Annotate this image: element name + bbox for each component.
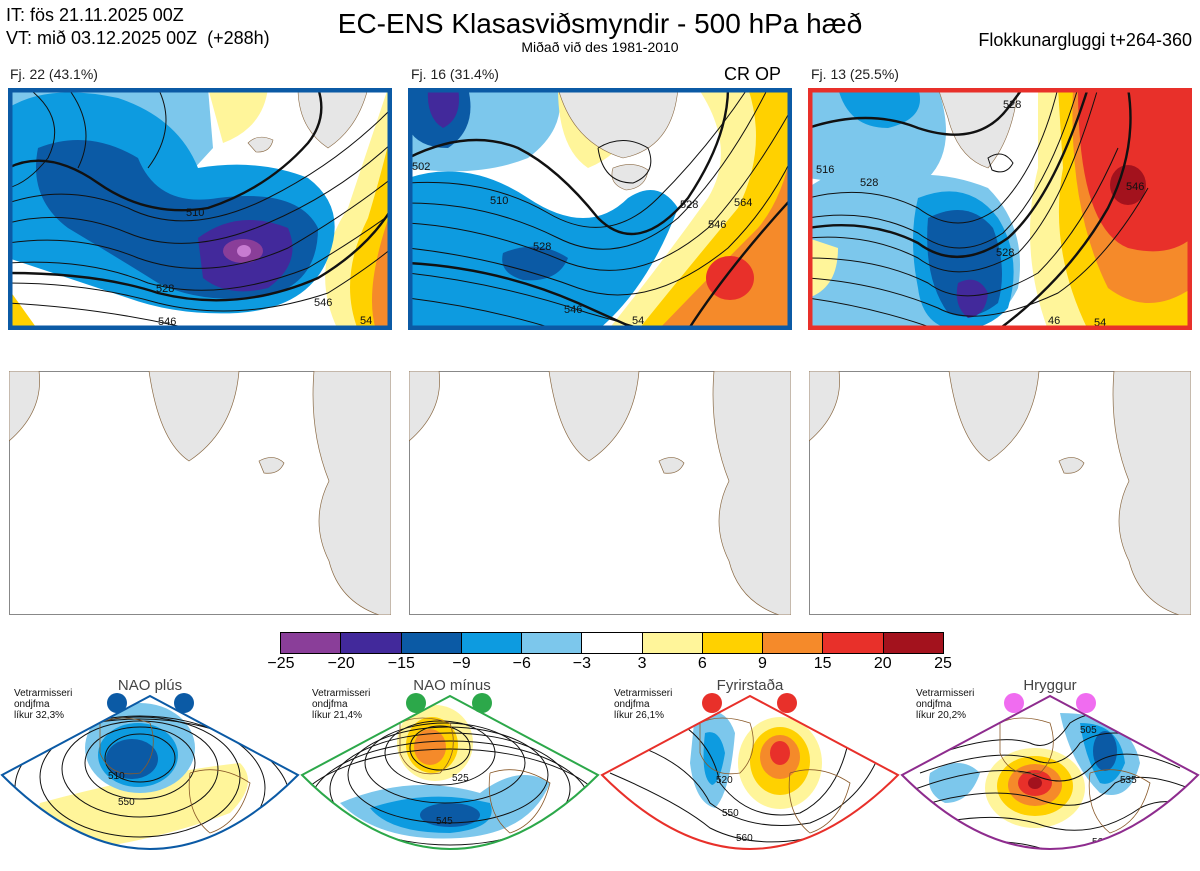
panel-3-label: Fj. 13 (25.5%) — [811, 66, 899, 82]
regime-1-dot-left — [107, 693, 127, 713]
colorbar-tick-label: 6 — [697, 655, 707, 672]
regime-3-frame — [600, 694, 900, 850]
cluster-map-2: 502 510 528 546 528 546 564 54 — [408, 88, 792, 330]
regime-3-stats: Vetrarmisseri ondjfma líkur 26,1% — [614, 688, 673, 721]
init-time: IT: fös 21.11.2025 00Z — [6, 5, 184, 25]
colorbar-swatch — [521, 633, 582, 653]
regime-3-title: Fyrirstaða — [716, 677, 784, 694]
regime-4-frame — [900, 694, 1200, 850]
colorbar-swatch — [460, 633, 522, 653]
regime-1-title: NAO plús — [117, 677, 183, 694]
base-map-3 — [809, 371, 1191, 615]
regime-4-label-a: 505 — [1080, 725, 1097, 736]
svg-text:54: 54 — [632, 315, 644, 327]
svg-text:528: 528 — [533, 241, 551, 253]
svg-text:546: 546 — [564, 304, 582, 316]
regime-4-dot-right — [1076, 693, 1096, 713]
regime-map-ridge: 505 535 560 — [900, 693, 1200, 850]
colorbar-swatch — [581, 633, 642, 653]
regime-2-dot-left — [406, 693, 426, 713]
header-info: IT: fös 21.11.2025 00Z VT: mið 03.12.2025… — [6, 4, 270, 50]
svg-text:54: 54 — [360, 315, 372, 327]
colorbar-tick-label: −6 — [512, 655, 531, 672]
regime-1-label-a: 510 — [108, 771, 125, 782]
classification-window: Flokkunargluggi t+264-360 — [978, 30, 1192, 50]
regime-3-dot-left — [702, 693, 722, 713]
svg-text:546: 546 — [708, 219, 726, 231]
regime-3-label-a: 520 — [716, 775, 733, 786]
regime-2-label-b: 545 — [436, 816, 453, 827]
regime-2-label-a: 525 — [452, 773, 469, 784]
regime-4-dot-left — [1004, 693, 1024, 713]
colorbar-tick-label: 3 — [637, 655, 647, 672]
svg-text:510: 510 — [186, 207, 204, 219]
svg-text:546: 546 — [1126, 181, 1144, 193]
panel-2-label: Fj. 16 (31.4%) — [411, 66, 499, 82]
svg-text:546: 546 — [314, 297, 332, 309]
colorbar-tick-label: 25 — [934, 655, 952, 672]
colorbar-tick-label: −9 — [452, 655, 471, 672]
svg-text:502: 502 — [412, 161, 430, 173]
panel-3-frame — [808, 88, 1192, 330]
regime-4-title: Hryggur — [1023, 677, 1077, 694]
valid-time: VT: mið 03.12.2025 00Z (+288h) — [6, 28, 270, 48]
colorbar-swatch — [822, 633, 883, 653]
base-map-1 — [9, 371, 391, 615]
regime-2-label-c: 565 — [446, 851, 463, 862]
regime-3-label-c: 560 — [736, 833, 753, 844]
page-subtitle: Miðað við des 1981-2010 — [521, 39, 679, 55]
regime-2-frame — [300, 694, 600, 850]
svg-text:528: 528 — [996, 247, 1014, 259]
panel-2-extra-label: CR OP — [724, 64, 782, 84]
colorbar-swatch — [641, 633, 702, 653]
colorbar — [280, 632, 944, 654]
panel-2-frame — [408, 88, 792, 330]
regime-map-nao-plus: 510 550 — [0, 693, 300, 850]
colorbar-swatch — [762, 633, 823, 653]
svg-text:528: 528 — [860, 177, 878, 189]
svg-text:46: 46 — [1048, 315, 1060, 327]
regime-2-dot-right — [472, 693, 492, 713]
svg-text:564: 564 — [734, 197, 752, 209]
regime-1-dot-right — [174, 693, 194, 713]
colorbar-tick-label: 15 — [813, 655, 832, 672]
svg-text:546: 546 — [158, 316, 176, 328]
regime-map-nao-minus: 525 545 565 — [300, 693, 600, 862]
svg-text:516: 516 — [816, 164, 834, 176]
regime-1-frame — [0, 694, 300, 850]
colorbar-tick-label: −20 — [327, 655, 355, 672]
colorbar-tick-label: 20 — [873, 655, 892, 672]
regime-4-label-b: 535 — [1120, 775, 1137, 786]
colorbar-tick-label: −25 — [267, 655, 295, 672]
colorbar-swatch — [701, 633, 763, 653]
base-map-2 — [409, 371, 791, 615]
page-title: EC-ENS Klasasviðsmyndir - 500 hPa hæð — [337, 8, 863, 39]
panel-1-frame — [8, 88, 392, 330]
svg-text:528: 528 — [156, 283, 174, 295]
regime-map-blocking: 520 550 560 — [600, 693, 900, 850]
cluster-map-1: 510 528 546 546 54 — [8, 88, 392, 330]
colorbar-tick-label: 9 — [758, 655, 767, 672]
regime-4-stats: Vetrarmisseri ondjfma líkur 20,2% — [916, 688, 975, 721]
svg-text:528: 528 — [680, 199, 698, 211]
svg-text:510: 510 — [490, 195, 508, 207]
colorbar-tick-label: −15 — [387, 655, 415, 672]
regime-3-dot-right — [777, 693, 797, 713]
regime-2-stats: Vetrarmisseri ondjfma líkur 21,4% — [312, 688, 371, 721]
cluster-map-3: 528 516 528 528 546 46 54 — [808, 88, 1192, 330]
colorbar-swatch — [281, 633, 341, 653]
panel-1-label: Fj. 22 (43.1%) — [10, 66, 98, 82]
regime-2-title: NAO mínus — [413, 677, 491, 694]
regime-1-label-b: 550 — [118, 797, 135, 808]
regime-1-stats: Vetrarmisseri ondjfma líkur 32,3% — [14, 688, 73, 721]
colorbar-swatch — [400, 633, 461, 653]
regime-3-label-b: 550 — [722, 808, 739, 819]
colorbar-swatch — [882, 633, 943, 653]
colorbar-tick-label: −3 — [572, 655, 592, 672]
colorbar-swatch — [340, 633, 401, 653]
svg-text:528: 528 — [1003, 99, 1021, 111]
